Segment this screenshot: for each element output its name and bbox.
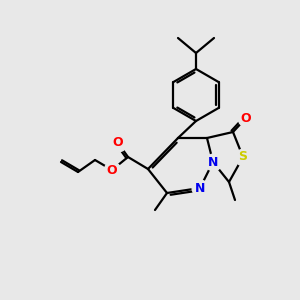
Text: O: O bbox=[241, 112, 251, 124]
Text: S: S bbox=[238, 151, 247, 164]
Text: O: O bbox=[113, 136, 123, 149]
Text: N: N bbox=[195, 182, 205, 194]
Text: N: N bbox=[208, 155, 218, 169]
Text: O: O bbox=[107, 164, 117, 176]
